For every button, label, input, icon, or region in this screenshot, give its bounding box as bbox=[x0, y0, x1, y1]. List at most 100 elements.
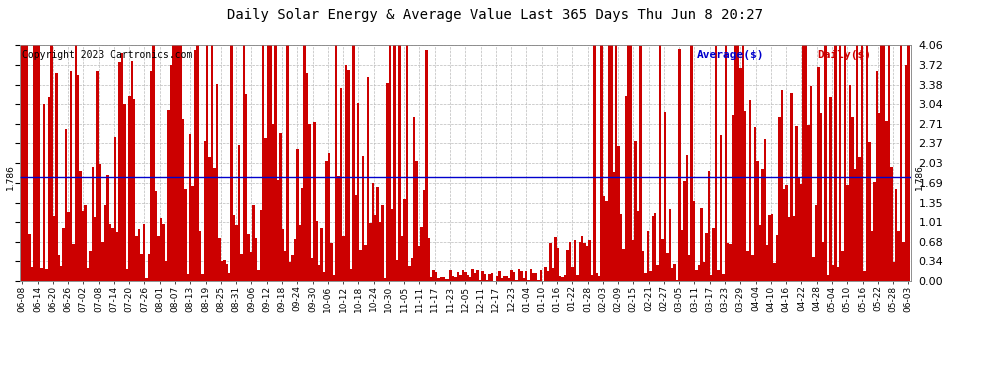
Bar bbox=[77, 75, 79, 281]
Bar bbox=[211, 45, 213, 281]
Bar bbox=[438, 278, 440, 281]
Bar bbox=[157, 236, 159, 281]
Text: 1.786: 1.786 bbox=[6, 164, 15, 190]
Bar bbox=[713, 228, 715, 281]
Bar bbox=[150, 70, 152, 281]
Bar bbox=[449, 270, 451, 281]
Bar bbox=[508, 278, 510, 281]
Bar bbox=[274, 45, 276, 281]
Bar bbox=[695, 270, 698, 281]
Bar bbox=[897, 231, 900, 281]
Bar bbox=[321, 228, 323, 281]
Bar bbox=[386, 84, 389, 281]
Bar bbox=[433, 270, 435, 281]
Bar bbox=[408, 266, 411, 281]
Bar bbox=[136, 236, 138, 281]
Bar bbox=[131, 61, 133, 281]
Bar bbox=[678, 49, 681, 281]
Bar bbox=[164, 261, 167, 281]
Bar bbox=[483, 273, 486, 281]
Bar bbox=[311, 258, 313, 281]
Bar bbox=[196, 45, 199, 281]
Bar bbox=[668, 209, 671, 281]
Bar bbox=[469, 277, 471, 281]
Bar bbox=[620, 214, 623, 281]
Bar bbox=[241, 254, 243, 281]
Bar bbox=[461, 270, 464, 281]
Bar bbox=[564, 275, 566, 281]
Bar bbox=[605, 201, 608, 281]
Bar bbox=[291, 255, 294, 281]
Bar bbox=[618, 146, 620, 281]
Bar bbox=[815, 205, 817, 281]
Bar bbox=[835, 45, 837, 281]
Bar bbox=[109, 225, 111, 281]
Bar bbox=[331, 243, 333, 281]
Bar bbox=[34, 45, 36, 281]
Bar bbox=[895, 189, 897, 281]
Bar bbox=[43, 104, 46, 281]
Bar bbox=[825, 45, 827, 281]
Bar bbox=[768, 215, 771, 281]
Bar bbox=[832, 265, 835, 281]
Bar bbox=[381, 205, 384, 281]
Bar bbox=[581, 236, 583, 281]
Bar bbox=[398, 45, 401, 281]
Bar bbox=[38, 45, 41, 281]
Bar bbox=[206, 45, 209, 281]
Bar bbox=[771, 214, 773, 281]
Bar bbox=[191, 186, 194, 281]
Bar bbox=[551, 268, 554, 281]
Bar bbox=[148, 254, 150, 281]
Bar bbox=[785, 185, 788, 281]
Bar bbox=[101, 242, 104, 281]
Bar bbox=[391, 209, 393, 281]
Bar bbox=[523, 278, 525, 281]
Bar bbox=[778, 117, 780, 281]
Bar bbox=[780, 90, 783, 281]
Bar bbox=[718, 270, 720, 281]
Bar bbox=[347, 70, 349, 281]
Bar bbox=[474, 273, 476, 281]
Bar bbox=[74, 45, 77, 281]
Bar bbox=[50, 45, 52, 281]
Bar bbox=[435, 272, 438, 281]
Bar bbox=[447, 279, 449, 281]
Bar bbox=[600, 45, 603, 281]
Bar bbox=[318, 265, 321, 281]
Bar bbox=[423, 190, 425, 281]
Bar bbox=[254, 238, 257, 281]
Bar bbox=[807, 125, 810, 281]
Bar bbox=[167, 110, 169, 281]
Bar bbox=[735, 45, 737, 281]
Bar bbox=[194, 50, 196, 281]
Bar bbox=[374, 215, 376, 281]
Bar bbox=[513, 272, 515, 281]
Bar bbox=[359, 250, 361, 281]
Bar bbox=[530, 269, 533, 281]
Bar bbox=[269, 45, 272, 281]
Bar bbox=[354, 195, 357, 281]
Bar bbox=[503, 276, 506, 281]
Bar bbox=[870, 231, 873, 281]
Bar bbox=[248, 234, 249, 281]
Bar bbox=[576, 274, 578, 281]
Bar bbox=[546, 271, 549, 281]
Bar bbox=[591, 275, 593, 281]
Bar bbox=[506, 276, 508, 281]
Bar bbox=[430, 277, 433, 281]
Bar bbox=[216, 84, 218, 281]
Bar bbox=[798, 177, 800, 281]
Bar bbox=[162, 224, 164, 281]
Bar bbox=[623, 249, 625, 281]
Bar bbox=[259, 210, 262, 281]
Bar bbox=[732, 115, 735, 281]
Bar bbox=[613, 172, 615, 281]
Bar bbox=[628, 45, 630, 281]
Bar bbox=[343, 236, 345, 281]
Bar bbox=[233, 215, 236, 281]
Bar bbox=[873, 182, 875, 281]
Bar bbox=[459, 274, 461, 281]
Bar bbox=[722, 274, 725, 281]
Bar bbox=[651, 216, 654, 281]
